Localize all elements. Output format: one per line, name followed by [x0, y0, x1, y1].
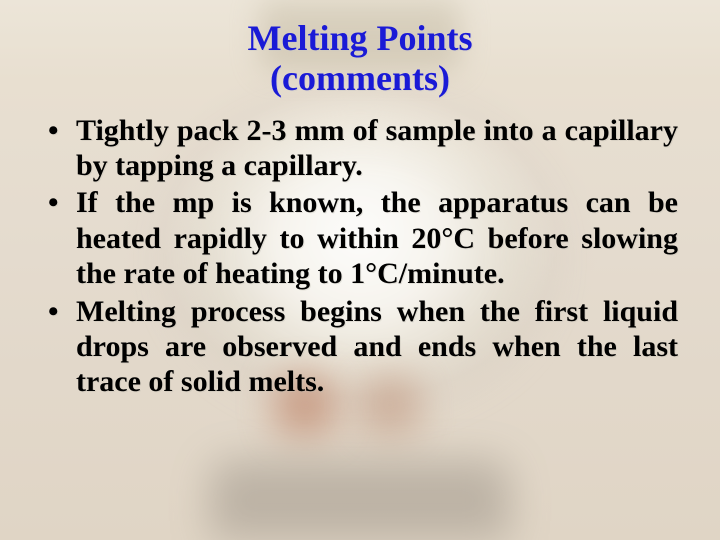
- bullet-item: If the mp is known, the apparatus can be…: [42, 185, 678, 291]
- title-line-2: (comments): [42, 58, 678, 98]
- content-area: Melting Points (comments) Tightly pack 2…: [0, 0, 720, 400]
- bullet-list: Tightly pack 2-3 mm of sample into a cap…: [42, 113, 678, 400]
- bullet-item: Melting process begins when the first li…: [42, 294, 678, 400]
- slide-title: Melting Points (comments): [42, 18, 678, 99]
- bg-blur-bottom: [210, 460, 510, 540]
- title-line-1: Melting Points: [248, 18, 473, 58]
- slide: Melting Points (comments) Tightly pack 2…: [0, 0, 720, 540]
- bullet-item: Tightly pack 2-3 mm of sample into a cap…: [42, 113, 678, 184]
